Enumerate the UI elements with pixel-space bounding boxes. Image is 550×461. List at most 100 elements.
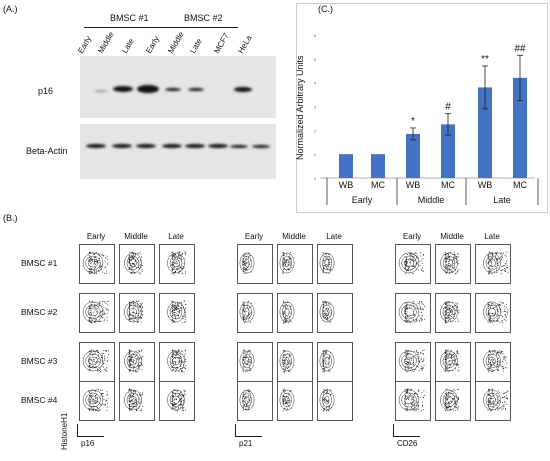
- flow-density: [483, 349, 508, 373]
- flow-dot: [106, 319, 108, 321]
- flow-dot: [501, 406, 503, 408]
- flow-dot: [446, 254, 447, 256]
- flow-dot: [176, 268, 178, 270]
- flow-plot: [79, 293, 115, 333]
- flow-dot: [498, 357, 500, 359]
- group-label: Late: [493, 195, 511, 205]
- flow-dot: [455, 309, 457, 311]
- flow-dot: [140, 350, 142, 352]
- flow-dot: [104, 260, 106, 262]
- flow-dot: [287, 404, 289, 406]
- flow-dot: [489, 273, 491, 275]
- flow-density: [440, 388, 460, 412]
- flow-dot: [506, 367, 508, 369]
- lane-label: MCF7: [212, 31, 231, 55]
- flow-dot: [285, 358, 287, 360]
- flow-dot: [91, 366, 93, 368]
- flow-dot: [504, 306, 506, 308]
- flow-dot: [503, 393, 505, 395]
- flow-dot: [102, 317, 104, 319]
- flow-dot: [139, 309, 141, 311]
- flow-dot: [502, 370, 504, 372]
- flow-dot: [244, 352, 246, 354]
- flow-contour: [126, 255, 140, 271]
- flow-contour: [284, 395, 290, 405]
- flow-dot: [289, 261, 291, 263]
- flow-dot: [488, 402, 489, 404]
- flow-dot: [172, 319, 174, 321]
- flow-dot: [181, 350, 183, 352]
- flow-dot: [449, 366, 451, 368]
- flow-contour: [485, 255, 499, 271]
- flow-dot: [503, 302, 504, 304]
- flow-dot: [416, 404, 417, 406]
- flow-dot: [505, 397, 507, 399]
- flow-contour: [488, 395, 496, 405]
- flow-dot: [177, 409, 179, 411]
- flow-dot: [96, 388, 98, 390]
- flow-dot: [180, 361, 182, 363]
- flow-dot: [322, 371, 324, 373]
- flow-dot: [175, 361, 177, 363]
- flow-dot: [489, 397, 491, 399]
- flow-dot: [506, 390, 508, 392]
- flow-dot: [129, 352, 130, 354]
- flow-dot: [136, 267, 138, 269]
- flow-dot: [497, 314, 499, 316]
- flow-dot: [421, 369, 423, 371]
- flow-dot: [103, 311, 105, 313]
- flow-dot: [173, 402, 175, 404]
- flow-dot: [326, 268, 328, 269]
- flow-dot: [322, 269, 324, 271]
- flow-dot: [411, 395, 413, 397]
- flow-dot: [492, 401, 494, 403]
- flow-dot: [413, 357, 415, 358]
- flow-dot: [447, 317, 449, 319]
- flow-dot: [405, 368, 407, 370]
- flow-dot: [406, 362, 408, 364]
- flow-dot: [285, 261, 287, 263]
- flow-dot: [282, 359, 284, 361]
- flow-dot: [250, 322, 251, 324]
- flow-dot: [249, 368, 251, 370]
- flow-dot: [90, 303, 92, 305]
- flow-dot: [99, 267, 101, 269]
- flow-dot: [243, 315, 245, 317]
- flow-dot: [419, 303, 421, 305]
- flow-dot: [248, 407, 250, 409]
- significance-label: ##: [514, 43, 526, 54]
- flow-density: [483, 388, 509, 412]
- flow-dot: [414, 405, 416, 407]
- flow-dot: [106, 255, 108, 257]
- flow-dot: [91, 408, 93, 410]
- flow-dot: [492, 313, 494, 315]
- flow-dot: [445, 310, 447, 312]
- flow-dot: [182, 396, 184, 398]
- flow-dot: [497, 408, 499, 410]
- panel-c-label: (C.): [318, 4, 333, 14]
- flow-dot: [458, 364, 460, 366]
- flow-dot: [328, 364, 330, 366]
- flow-contour: [172, 395, 180, 405]
- flow-dot: [290, 354, 292, 356]
- flow-dot: [405, 398, 407, 400]
- flow-dot: [177, 351, 179, 353]
- flow-dot: [457, 256, 459, 258]
- flow-dot: [289, 308, 291, 310]
- flow-dot: [404, 310, 406, 312]
- flow-dot: [501, 408, 503, 410]
- flow-contour: [82, 389, 104, 411]
- flow-dot: [501, 320, 503, 322]
- flow-dot: [92, 398, 94, 400]
- flow-dot: [503, 405, 505, 407]
- flow-dot: [410, 399, 412, 401]
- flow-dot: [139, 252, 141, 254]
- flow-dot: [130, 263, 131, 264]
- flow-dot: [501, 258, 503, 260]
- flow-dot: [142, 392, 143, 394]
- flow-dot: [490, 265, 491, 267]
- flow-dot: [248, 355, 250, 357]
- flow-dot: [409, 358, 411, 359]
- flow-dot: [128, 360, 130, 362]
- flow-dot: [416, 365, 418, 367]
